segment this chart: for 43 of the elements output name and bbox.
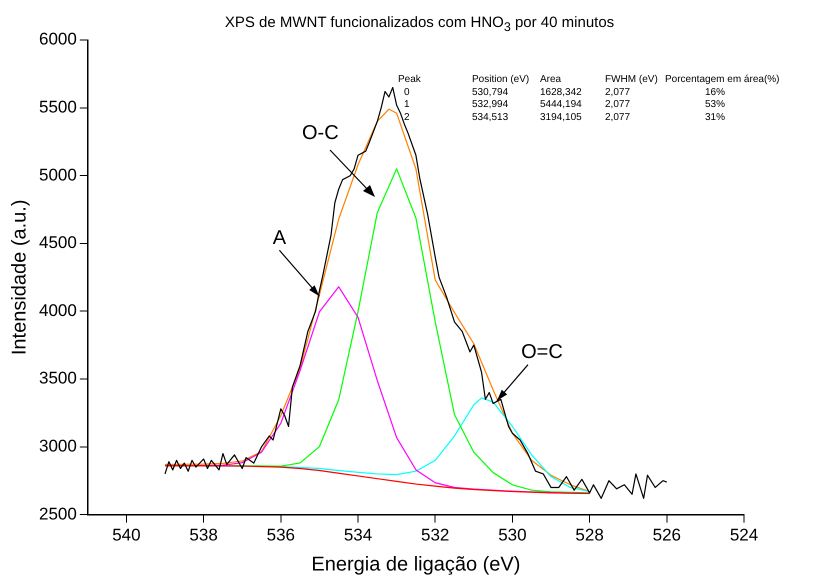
y-axis-title: Intensidade (a.u.) [8, 199, 31, 356]
x-tick-label: 528 [575, 525, 604, 544]
annotation: Peak [398, 74, 421, 85]
annotation: FWHM (eV) [605, 74, 658, 85]
annotation: A [272, 226, 287, 249]
annotation: 2 [404, 112, 410, 122]
annotation: 31% [705, 112, 726, 122]
y-tick-label: 2500 [38, 504, 77, 524]
annotation: 16% [705, 86, 726, 98]
x-tick-label: 532 [421, 525, 450, 544]
y-tick-label: 5000 [38, 165, 77, 184]
x-tick-label: 538 [189, 525, 218, 544]
chart-title: XPS de MWNT funcionalizados com HNO$_{3}$ por 40 minutos [224, 14, 614, 34]
annotation: 2,077 [605, 112, 630, 122]
annotation: 2,077 [605, 99, 630, 110]
y-tick-label: 6000 [38, 30, 77, 49]
annotation: 2,077 [605, 86, 630, 98]
annotation: 3194,105 [540, 112, 582, 122]
x-tick-label: 534 [344, 525, 372, 544]
annotation: Position (eV) [472, 74, 530, 85]
annotation: O-C [302, 122, 339, 145]
x-tick-label: 524 [730, 525, 758, 544]
y-tick-label: 3000 [38, 436, 77, 456]
x-axis-title: Energia de ligação (eV) [311, 554, 520, 576]
annotation: Area [540, 74, 562, 85]
x-tick-label: 536 [266, 525, 295, 544]
x-tick-label: 530 [498, 525, 527, 544]
x-tick-label: 526 [652, 525, 681, 544]
x-tick-label: 540 [112, 525, 141, 544]
annotation: Porcentagem em área(%) [665, 74, 780, 85]
annotation: 530,794 [472, 86, 508, 98]
y-tick-label: 4000 [38, 300, 77, 320]
annotation: 53% [705, 99, 726, 110]
annotation: 532,994 [472, 99, 508, 110]
annotation: 1628,342 [540, 86, 582, 98]
annotation: 5444,194 [540, 99, 582, 110]
y-tick-label: 5500 [38, 97, 77, 116]
annotation: 1 [404, 99, 410, 110]
annotation: O=C [521, 341, 563, 364]
y-tick-label: 3500 [38, 368, 77, 388]
y-tick-label: 4500 [38, 233, 77, 252]
annotation: 0 [404, 86, 410, 98]
annotation: 534,513 [472, 112, 508, 122]
